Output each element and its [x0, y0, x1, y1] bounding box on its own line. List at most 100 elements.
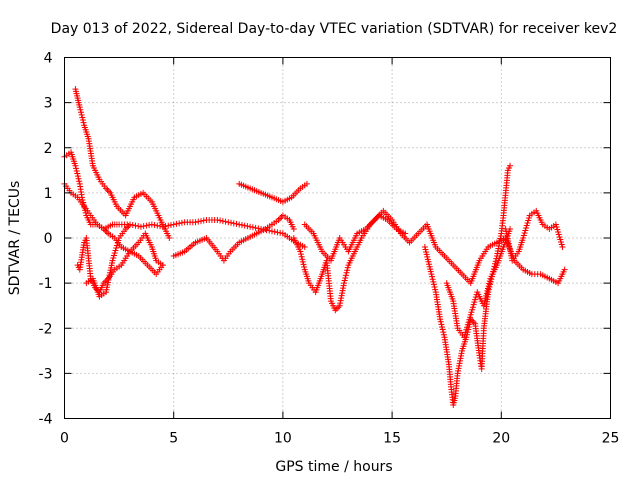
y-tick-label: -3 [39, 366, 53, 382]
data-point [151, 222, 158, 229]
data-point [165, 222, 172, 229]
data-point [555, 228, 562, 235]
data-point [440, 331, 447, 338]
data-point [173, 220, 180, 227]
data-point [228, 219, 235, 226]
y-tick-label: -2 [39, 321, 53, 337]
data-point [465, 319, 472, 326]
data-point [464, 321, 471, 328]
data-point [556, 233, 563, 240]
y-tick-label: 3 [44, 96, 53, 112]
data-point [247, 223, 254, 230]
data-point [552, 221, 559, 228]
data-point [428, 271, 435, 278]
data-point [554, 226, 561, 233]
data-point [113, 242, 120, 249]
data-point [236, 221, 243, 228]
data-point [225, 219, 232, 226]
y-tick-label: -4 [39, 412, 53, 428]
data-point [429, 276, 436, 283]
data-point [219, 218, 226, 225]
data-point [277, 229, 284, 236]
data-point [274, 229, 281, 236]
data-point [192, 219, 199, 226]
x-tick-label: 0 [60, 431, 69, 447]
data-point [79, 117, 86, 124]
data-point [195, 218, 202, 225]
x-tick-label: 25 [602, 431, 620, 447]
x-tick-label: 10 [274, 431, 292, 447]
y-tick-label: 4 [44, 51, 53, 67]
data-point [214, 216, 221, 223]
data-point [303, 180, 310, 187]
data-point [113, 245, 120, 252]
data-point [132, 222, 139, 229]
data-point [301, 244, 308, 251]
data-point [301, 264, 308, 271]
data-point [112, 247, 119, 254]
data-point [469, 306, 476, 313]
data-point [159, 262, 166, 269]
data-point [178, 219, 185, 226]
data-point [430, 278, 437, 285]
data-point [114, 240, 121, 247]
data-point [230, 220, 237, 227]
data-point [79, 114, 86, 121]
data-point [170, 221, 177, 228]
data-point [103, 228, 110, 235]
data-point [470, 301, 477, 308]
data-point [430, 281, 437, 288]
data-point [439, 326, 446, 333]
data-point [559, 244, 566, 251]
data-point [75, 175, 82, 182]
data-point [555, 231, 562, 238]
data-point [558, 241, 565, 248]
data-point [561, 266, 568, 273]
data-point [344, 267, 351, 274]
data-point [104, 186, 111, 193]
data-point [341, 280, 348, 287]
data-point [520, 232, 527, 239]
data-point [74, 170, 81, 177]
data-point [557, 239, 564, 246]
data-point [297, 251, 304, 258]
data-point [241, 222, 248, 229]
data-point [129, 222, 136, 229]
data-point [268, 228, 275, 235]
data-point [166, 235, 173, 241]
data-point [468, 309, 475, 316]
data-point [200, 217, 207, 224]
x-tick-labels: 0 5 10 15 20 25 [60, 431, 619, 447]
data-point [72, 162, 79, 169]
data-point [78, 109, 85, 116]
data-point [148, 221, 155, 228]
tick-layer [64, 57, 611, 419]
y-tick-label: 2 [44, 141, 53, 157]
data-point [217, 217, 224, 224]
data-point [464, 324, 471, 331]
data-point [462, 329, 469, 336]
y-tick-labels: -4 -3 -2 -1 0 1 2 3 4 [39, 51, 53, 428]
data-point [125, 222, 132, 229]
data-point [525, 214, 532, 221]
data-point [521, 229, 528, 236]
data-point [437, 316, 444, 323]
data-point [176, 220, 183, 227]
data-point [461, 334, 468, 341]
x-tick-label: 20 [492, 431, 510, 447]
data-point [463, 326, 470, 333]
data-point [252, 224, 259, 231]
data-point [557, 236, 564, 243]
data-point [73, 167, 80, 174]
data-point [76, 178, 83, 185]
x-tick-label: 5 [169, 431, 178, 447]
data-point [222, 218, 229, 225]
data-layer [61, 86, 568, 408]
data-point [73, 165, 80, 172]
data-point [439, 323, 446, 330]
data-point [238, 222, 245, 229]
data-point [469, 304, 476, 311]
data-point [77, 106, 84, 113]
data-point [522, 227, 529, 234]
y-tick-label: 0 [44, 231, 53, 247]
